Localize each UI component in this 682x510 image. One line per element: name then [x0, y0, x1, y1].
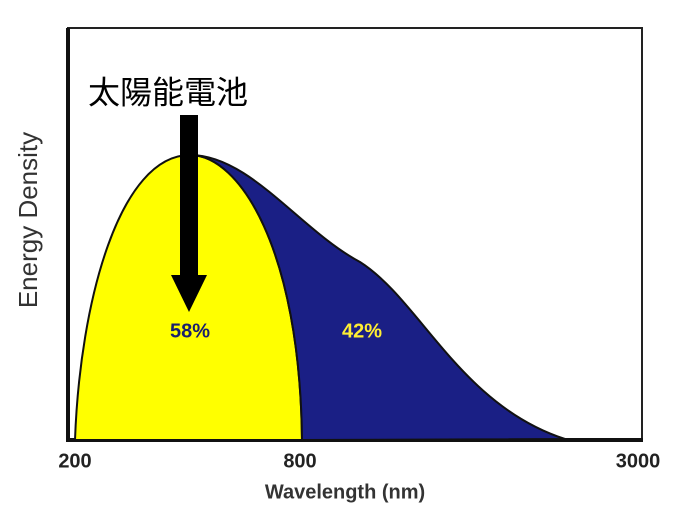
data-label: 42%: [342, 320, 382, 342]
data-label: 58%: [170, 320, 210, 342]
x-tick-label: 3000: [616, 450, 661, 472]
x-tick-label: 200: [58, 450, 91, 472]
annotation: 太陽能電池: [88, 74, 248, 112]
arrow-head: [171, 275, 207, 312]
arrow-shaft: [180, 115, 198, 277]
region: [189, 154, 566, 442]
y-axis-label: Energy Density: [13, 132, 43, 308]
x-axis-label: Wavelength (nm): [265, 481, 425, 503]
x-tick-label: 800: [283, 450, 316, 472]
